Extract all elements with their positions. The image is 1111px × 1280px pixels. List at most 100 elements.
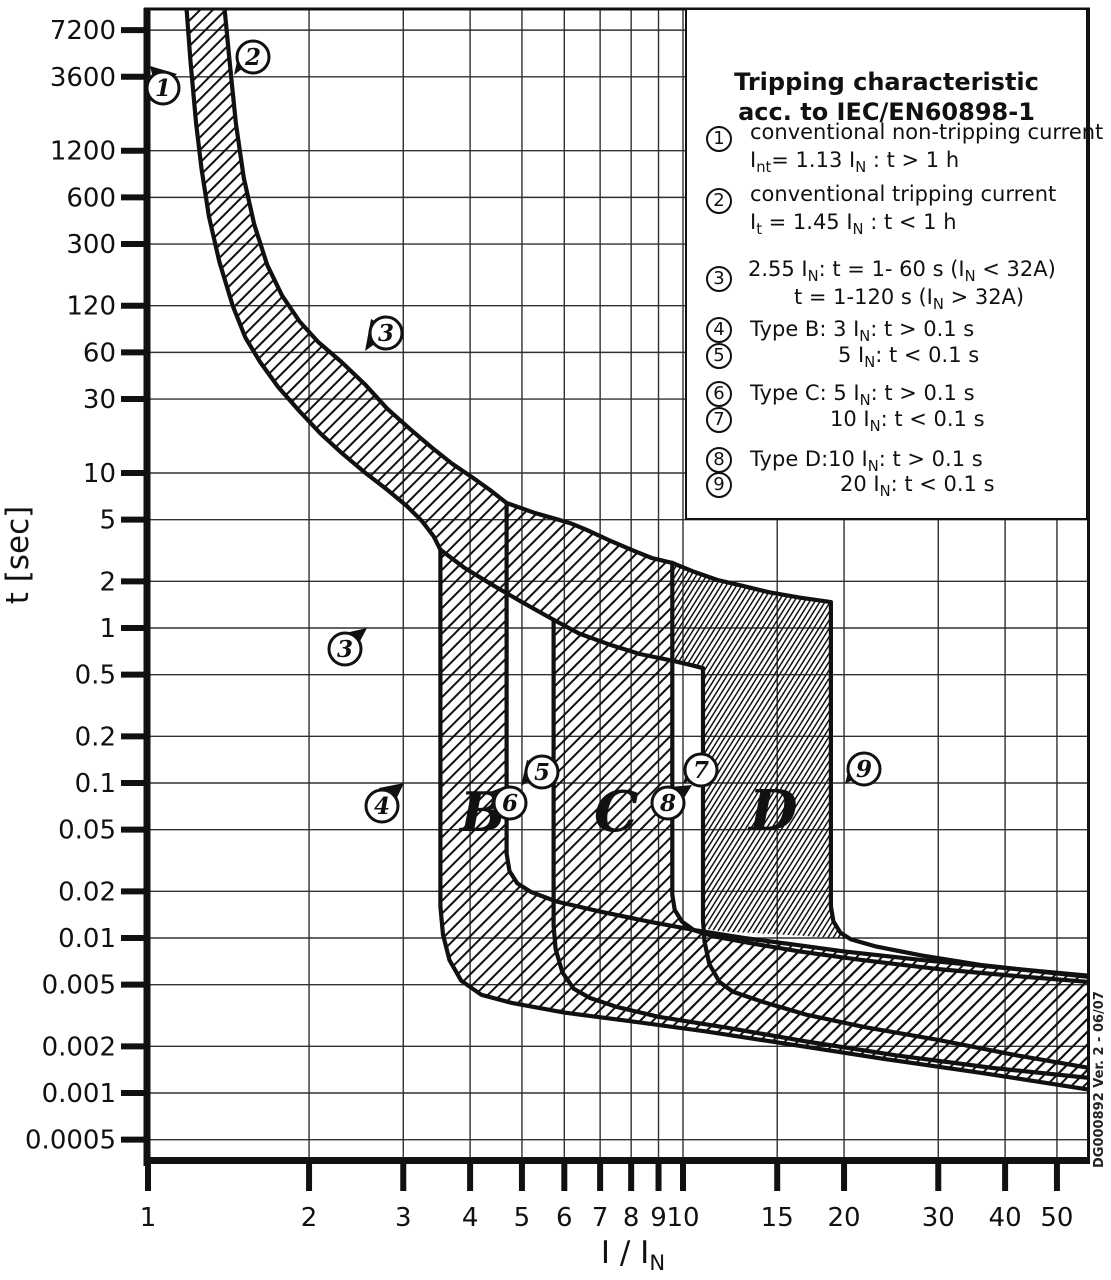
- y-tick-label-30: 30: [83, 385, 116, 415]
- x-tick-label-8: 8: [623, 1203, 640, 1233]
- y-tick-label-0.0005: 0.0005: [25, 1126, 116, 1156]
- legend-text-segment: N: [869, 418, 881, 436]
- legend-text-segment: conventional tripping current: [750, 182, 1057, 206]
- x-tick-label-15: 15: [761, 1203, 794, 1233]
- legend-text-segment: conventional non-tripping current: [750, 120, 1104, 144]
- legend-title-line2: acc. to IEC/EN60898-1: [738, 98, 1035, 126]
- x-tick-label-10: 10: [666, 1203, 699, 1233]
- marker-circle-5: [524, 754, 560, 790]
- legend-box: Tripping characteristic acc. to IEC/EN60…: [685, 8, 1103, 520]
- band-type-c: [553, 517, 1089, 1078]
- legend-text-segment: nt: [756, 159, 772, 177]
- legend-text-segment: N: [859, 328, 871, 346]
- legend-item-number-5: 5: [706, 343, 732, 369]
- legend-item-5-line-2: 10 IN: t < 0.1 s: [830, 407, 985, 435]
- legend-text-segment: N: [867, 458, 879, 476]
- x-tick-label-5: 5: [514, 1203, 531, 1233]
- x-axis-title-main: I / I: [600, 1235, 650, 1271]
- y-tick-label-2: 2: [99, 567, 116, 597]
- legend-text-segment: : t > 0.1 s: [870, 381, 975, 405]
- y-tick-label-0.01: 0.01: [58, 924, 116, 954]
- legend-text-segment: < 32A): [975, 257, 1056, 281]
- y-tick-label-0.1: 0.1: [75, 769, 116, 799]
- x-tick-label-2: 2: [301, 1203, 318, 1233]
- y-tick-label-7200: 7200: [50, 16, 116, 46]
- x-tick-label-3: 3: [395, 1203, 412, 1233]
- y-tick-label-0.05: 0.05: [58, 816, 116, 846]
- legend-text-segment: 20 I: [840, 472, 880, 496]
- curve-ClCbl: [551, 617, 1089, 1081]
- marker-number-9: 9: [856, 756, 872, 783]
- curve-BuTB: [504, 500, 1089, 978]
- y-axis-title: t [sec]: [0, 505, 36, 605]
- marker-number-6: 6: [502, 790, 518, 817]
- legend-text-segment: N: [964, 268, 976, 286]
- legend-text-segment: Type D:10 I: [750, 447, 868, 471]
- legend-text-segment: t: [756, 221, 762, 239]
- marker-number-3: 3: [337, 636, 353, 663]
- legend-item-number-2: 2: [706, 188, 732, 214]
- curve-DlDbl: [700, 666, 1089, 1070]
- legend-item-4-line-1: Type B: 3 IN: t > 0.1 s: [750, 317, 974, 345]
- legend-item-4-line-2: 5 IN: t < 0.1 s: [838, 343, 979, 371]
- marker-circle-6: [492, 785, 528, 821]
- marker-circle-7: [683, 752, 719, 788]
- marker-number-3: 3: [378, 320, 394, 347]
- region-letter-D: D: [747, 778, 798, 844]
- legend-text-segment: = 1.45 I: [761, 210, 853, 234]
- y-tick-label-0.02: 0.02: [58, 877, 116, 907]
- x-tick-label-6: 6: [556, 1203, 573, 1233]
- legend-item-2-line-1: conventional tripping current: [750, 182, 1056, 206]
- curve-U1-U2-U3: [222, 9, 833, 605]
- y-tick-label-0.2: 0.2: [75, 722, 116, 752]
- legend-text-segment: I: [750, 148, 757, 172]
- y-tick-label-1: 1: [99, 614, 116, 644]
- x-axis-title: I / IN: [553, 1235, 713, 1275]
- legend-item-3-line-1: 2.55 IN: t = 1- 60 s (IN < 32A): [748, 257, 1056, 285]
- marker-number-1: 1: [155, 75, 171, 102]
- legend-text-segment: 2.55 I: [748, 257, 808, 281]
- region-letter-C: C: [594, 779, 639, 845]
- legend-text-segment: : t < 0.1 s: [875, 343, 980, 367]
- marker-number-8: 8: [659, 790, 676, 817]
- marker-circle-2: [235, 39, 271, 75]
- legend-text-segment: 10 I: [830, 407, 870, 431]
- legend-text-segment: N: [807, 268, 819, 286]
- legend-item-number-6: 6: [706, 381, 732, 407]
- legend-item-6-line-1: Type D:10 IN: t > 0.1 s: [750, 447, 983, 475]
- axis-tick-labels: 7200360012006003001206030105210.50.20.10…: [25, 16, 1073, 1233]
- marker-circle-3: [368, 315, 404, 351]
- x-tick-label-1: 1: [140, 1203, 157, 1233]
- y-tick-label-600: 600: [66, 183, 116, 213]
- plot-frame: [143, 7, 1090, 1166]
- y-tick-label-1200: 1200: [50, 137, 116, 167]
- x-tick-label-4: 4: [462, 1203, 479, 1233]
- marker-number-5: 5: [534, 759, 550, 786]
- marker-circle-8: [650, 785, 686, 821]
- boundary-curves: [184, 9, 1089, 1092]
- curve-DuDtu: [828, 600, 1089, 980]
- axis-ticks: [121, 27, 1060, 1191]
- y-tick-label-10: 10: [83, 459, 116, 489]
- legend-text-segment: > 32A): [943, 285, 1025, 309]
- y-tick-label-300: 300: [66, 230, 116, 260]
- legend-item-number-3: 3: [706, 266, 732, 292]
- y-tick-label-120: 120: [66, 292, 116, 322]
- legend-text-segment: N: [859, 392, 871, 410]
- tripping-bands: [186, 9, 1089, 1090]
- legend-item-1-line-1: conventional non-tripping current: [750, 120, 1103, 144]
- legend-text-segment: 5 I: [838, 343, 865, 367]
- x-tick-label-9: 9: [650, 1203, 667, 1233]
- legend-item-number-1: 1: [706, 126, 732, 152]
- legend-text-segment: : t < 1 h: [863, 210, 957, 234]
- legend-text-segment: : t > 0.1 s: [878, 447, 983, 471]
- legend-text-segment: N: [864, 354, 876, 372]
- legend-text-segment: t = 1-120 s (I: [794, 285, 933, 309]
- x-tick-label-7: 7: [592, 1203, 609, 1233]
- legend-item-3-line-2: t = 1-120 s (IN > 32A): [794, 285, 1024, 313]
- x-tick-label-30: 30: [922, 1203, 955, 1233]
- marker-circle-9: [846, 751, 882, 787]
- y-tick-label-0.005: 0.005: [42, 971, 116, 1001]
- band-type-d: [672, 562, 851, 940]
